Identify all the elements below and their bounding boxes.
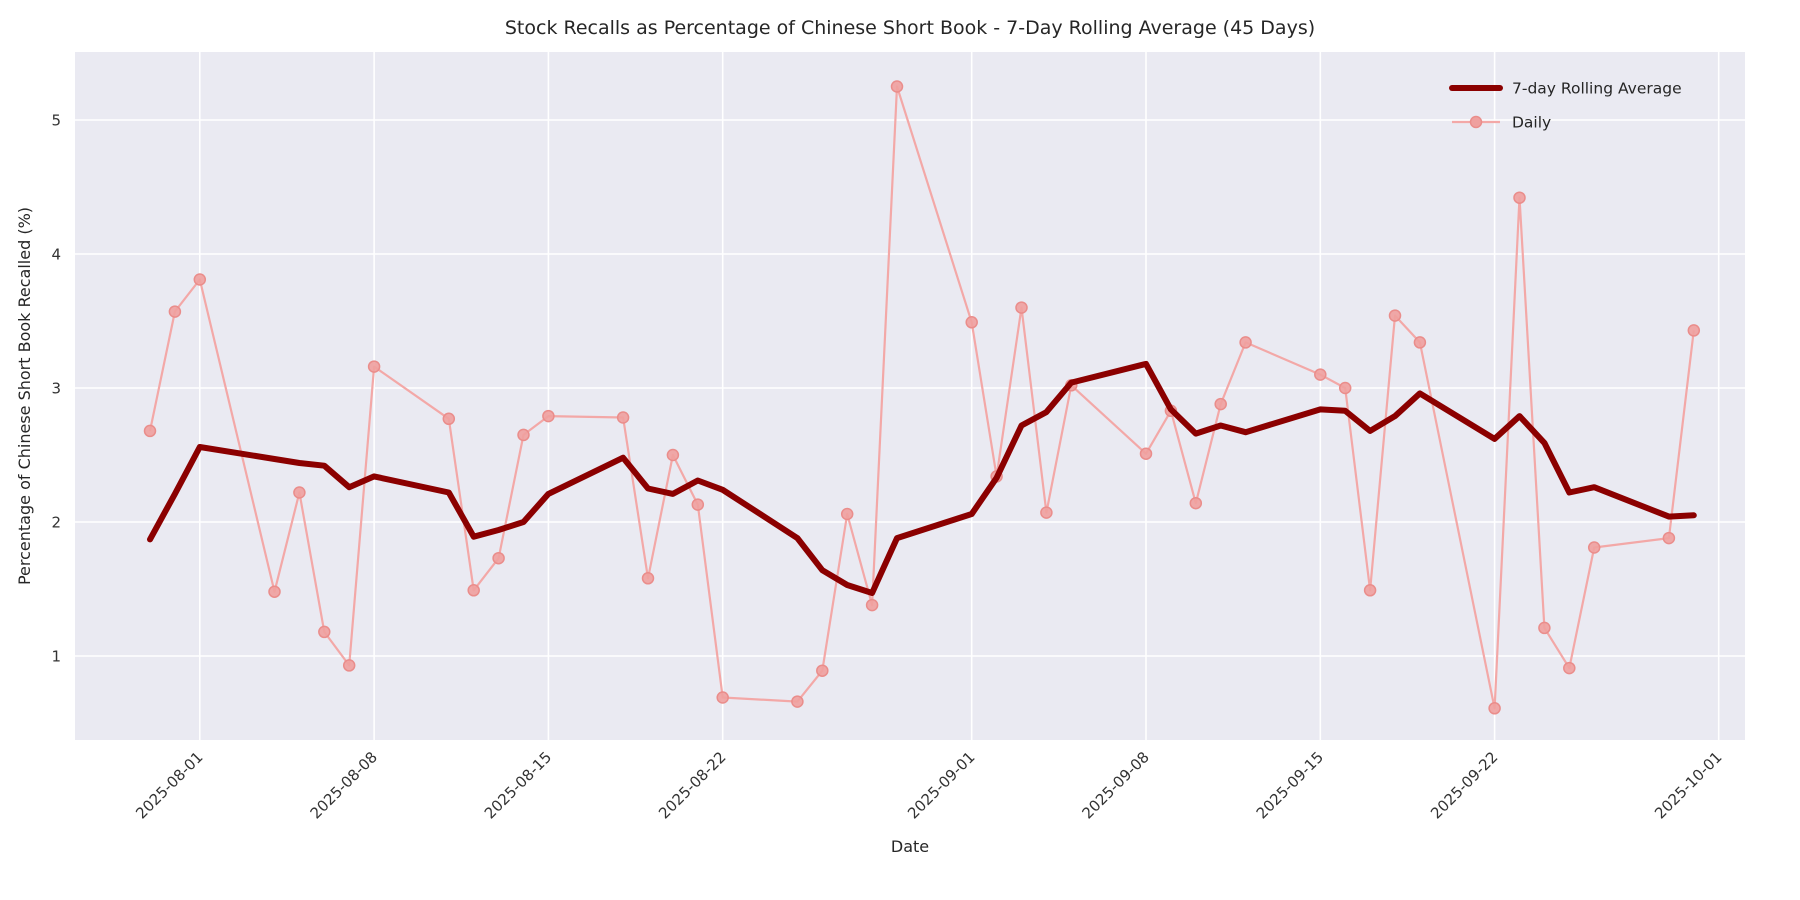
x-tick-label: 2025-09-01 [904, 748, 978, 822]
x-tick-label: 2025-08-15 [481, 748, 555, 822]
legend: 7-day Rolling Average Daily [1449, 80, 1682, 132]
daily-marker [1314, 368, 1327, 381]
x-tick-label: 2025-09-15 [1253, 748, 1327, 822]
daily-marker [1388, 309, 1402, 322]
daily-marker [1488, 702, 1501, 715]
daily-marker [1338, 381, 1352, 395]
x-tick-label: 2025-10-01 [1651, 748, 1725, 822]
daily-marker [890, 80, 904, 93]
x-axis-label: Date [891, 837, 929, 856]
x-tick-label: 2025-08-01 [132, 748, 206, 822]
daily-marker [1214, 397, 1227, 411]
daily-marker [616, 411, 630, 424]
daily-marker [193, 273, 207, 286]
legend-rolling-label: 7-day Rolling Average [1512, 80, 1682, 98]
legend-daily-label: Daily [1512, 114, 1551, 132]
legend-daily-marker [1469, 115, 1483, 129]
daily-marker [1538, 621, 1551, 635]
daily-marker [1687, 324, 1701, 337]
series-layer [143, 80, 1701, 715]
chart-title: Stock Recalls as Percentage of Chinese S… [505, 17, 1315, 39]
y-tick-label: 1 [51, 648, 61, 666]
daily-marker [1363, 584, 1377, 597]
daily-marker [641, 572, 655, 585]
daily-marker [1587, 541, 1601, 554]
daily-marker [268, 585, 281, 598]
daily-marker [168, 305, 182, 318]
daily-marker [1239, 336, 1252, 349]
daily-marker [492, 551, 505, 565]
daily-marker [666, 448, 680, 462]
daily-marker [716, 691, 729, 704]
grid-layer [75, 52, 1745, 740]
y-tick-label: 2 [51, 514, 61, 532]
daily-marker [467, 584, 480, 597]
daily-marker [1662, 531, 1676, 545]
daily-marker [1139, 447, 1153, 460]
daily-marker [517, 428, 530, 442]
daily-marker [293, 486, 306, 499]
x-tick-label: 2025-08-08 [307, 748, 381, 822]
daily-marker [1189, 496, 1203, 510]
daily-marker [442, 412, 456, 426]
y-axis-label: Percentage of Chinese Short Book Recalle… [15, 207, 34, 585]
x-tick-label: 2025-09-22 [1427, 748, 1501, 822]
daily-marker [367, 360, 381, 373]
daily-marker [1413, 336, 1427, 349]
daily-marker [1040, 506, 1053, 519]
daily-marker [965, 316, 978, 329]
daily-marker [1513, 191, 1526, 204]
x-tick-label: 2025-09-08 [1078, 748, 1152, 822]
daily-marker [342, 659, 356, 672]
daily-marker [865, 598, 879, 612]
y-tick-label: 4 [51, 246, 61, 264]
y-tick-label: 5 [51, 112, 61, 130]
daily-marker [542, 409, 555, 423]
y-tick-label: 3 [51, 380, 61, 398]
daily-marker [691, 498, 705, 511]
rolling-average-line [147, 360, 1697, 596]
daily-marker [791, 695, 804, 708]
daily-marker [1563, 661, 1576, 675]
daily-marker [318, 625, 331, 639]
daily-marker [1015, 301, 1028, 314]
daily-marker [143, 424, 157, 438]
daily-marker [816, 664, 829, 677]
daily-marker [840, 507, 854, 521]
x-tick-label: 2025-08-22 [655, 748, 729, 822]
